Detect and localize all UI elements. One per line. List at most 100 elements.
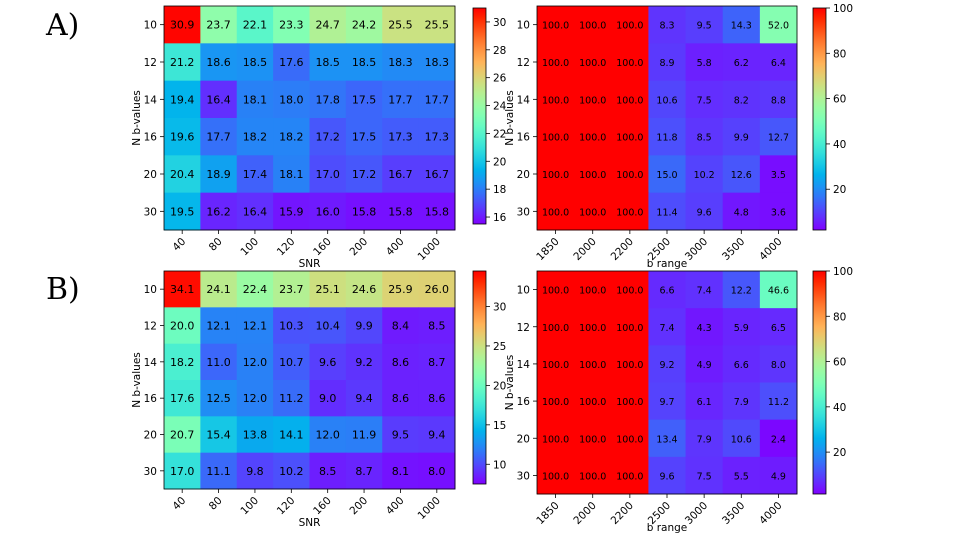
heatmap-cell	[648, 419, 687, 458]
cell-value-label: 8.6	[428, 392, 446, 405]
x-tick-label: 160	[311, 236, 334, 259]
cell-value-label: 16.4	[206, 93, 231, 106]
y-tick-label: 14	[144, 94, 158, 106]
heatmap-cell	[273, 118, 310, 156]
cell-value-label: 17.7	[388, 93, 413, 106]
cell-value-label: 24.6	[352, 283, 377, 296]
heatmap-cell	[574, 456, 612, 495]
x-tick-label: 3500	[720, 500, 747, 527]
colorbar-tick-label: 28	[493, 45, 506, 57]
cell-value-label: 100.0	[616, 397, 643, 408]
heatmap-cell	[574, 80, 612, 119]
heatmap-cell	[759, 80, 798, 119]
cell-value-label: 100.0	[579, 360, 606, 371]
cell-value-label: 30.9	[170, 19, 195, 32]
colorbar-tick-label: 30	[493, 302, 506, 314]
heatmap-cell	[574, 308, 612, 346]
cell-value-label: 4.9	[697, 360, 712, 371]
y-tick-label: 16	[517, 132, 531, 144]
cell-value-label: 100.0	[542, 170, 569, 181]
heatmap-cell	[236, 192, 274, 231]
colorbar-tick-label: 40	[833, 139, 846, 151]
y-tick-label: 12	[517, 57, 530, 69]
heatmap-cell	[611, 43, 649, 82]
heatmap-cell	[345, 192, 383, 231]
cell-value-label: 100.0	[579, 207, 606, 218]
cell-value-label: 16.7	[388, 168, 413, 181]
heatmap-cell	[345, 380, 383, 417]
x-tick-label: 200	[348, 236, 371, 259]
cell-value-label: 9.4	[428, 429, 446, 442]
y-axis-label: N b-values	[504, 355, 516, 411]
heatmap-cell	[611, 382, 649, 421]
heatmap-cell	[309, 307, 347, 345]
heatmap-cell	[164, 43, 201, 82]
heatmap-cell	[309, 452, 347, 490]
cell-value-label: 18.0	[279, 93, 304, 106]
heatmap-cell	[537, 419, 575, 458]
heatmap-cell	[611, 419, 649, 458]
heatmap-cell	[382, 43, 420, 82]
x-tick-label: 2000	[571, 500, 598, 527]
heatmap-cell	[722, 345, 761, 383]
y-tick-label: 12	[144, 321, 157, 333]
colorbar-tick-label: 20	[833, 447, 846, 459]
cell-value-label: 12.2	[731, 286, 752, 297]
heatmap-cell	[164, 118, 201, 156]
cell-value-label: 52.0	[768, 21, 789, 32]
cell-value-label: 11.9	[352, 429, 377, 442]
x-tick-label: 1000	[416, 236, 443, 263]
heatmap-cell	[722, 80, 761, 119]
cell-value-label: 8.7	[355, 465, 373, 478]
x-tick-label: 2000	[571, 236, 598, 263]
heatmap-cell	[574, 155, 612, 194]
x-tick-label: 2200	[609, 236, 636, 263]
cell-value-label: 9.2	[355, 356, 373, 369]
colorbar-tick-label: 20	[493, 156, 506, 168]
cell-value-label: 9.9	[734, 133, 749, 144]
cell-value-label: 9.6	[697, 207, 712, 218]
heatmap-cell	[200, 380, 238, 417]
y-tick-label: 30	[517, 470, 530, 482]
cell-value-label: 17.3	[425, 131, 450, 144]
cell-value-label: 100.0	[616, 471, 643, 482]
heatmap-cell	[382, 380, 420, 417]
heatmap-cell	[345, 118, 383, 156]
heatmap-cell	[382, 343, 420, 381]
heatmap-cell	[648, 345, 687, 383]
cell-value-label: 8.5	[697, 133, 712, 144]
heatmap-cell	[418, 80, 456, 119]
x-tick-label: 4000	[757, 500, 784, 527]
heatmap-cell	[345, 416, 383, 454]
cell-value-label: 9.2	[659, 360, 674, 371]
cell-value-label: 18.3	[425, 56, 450, 69]
heatmap-cell	[382, 155, 420, 194]
heatmap-cell	[685, 192, 724, 231]
heatmap-cell	[164, 192, 201, 231]
x-tick-label: 120	[275, 495, 298, 518]
cell-value-label: 100.0	[579, 170, 606, 181]
cell-value-label: 8.0	[771, 360, 786, 371]
heatmap-cell	[418, 155, 456, 194]
x-tick-label: 160	[311, 495, 334, 518]
heatmap-cell	[382, 271, 420, 308]
cell-value-label: 100.0	[616, 133, 643, 144]
cell-value-label: 5.8	[697, 58, 712, 69]
x-axis-label: SNR	[299, 517, 321, 529]
heatmap-cell	[648, 192, 687, 231]
colorbar-tick-label: 18	[493, 184, 506, 196]
cell-value-label: 8.4	[392, 320, 410, 333]
cell-value-label: 100.0	[616, 95, 643, 106]
cell-value-label: 20.7	[170, 429, 195, 442]
colorbar-tick-label: 100	[833, 266, 853, 278]
heatmap-cell	[722, 419, 761, 458]
cell-value-label: 100.0	[616, 323, 643, 334]
heatmap-cell	[345, 155, 383, 194]
heatmap-cell	[273, 416, 310, 454]
heatmap-cell	[236, 6, 274, 44]
colorbar	[472, 270, 487, 485]
cell-value-label: 19.4	[170, 93, 195, 106]
cell-value-label: 11.2	[768, 397, 789, 408]
heatmap-cell	[537, 308, 575, 346]
y-tick-label: 14	[517, 94, 531, 106]
